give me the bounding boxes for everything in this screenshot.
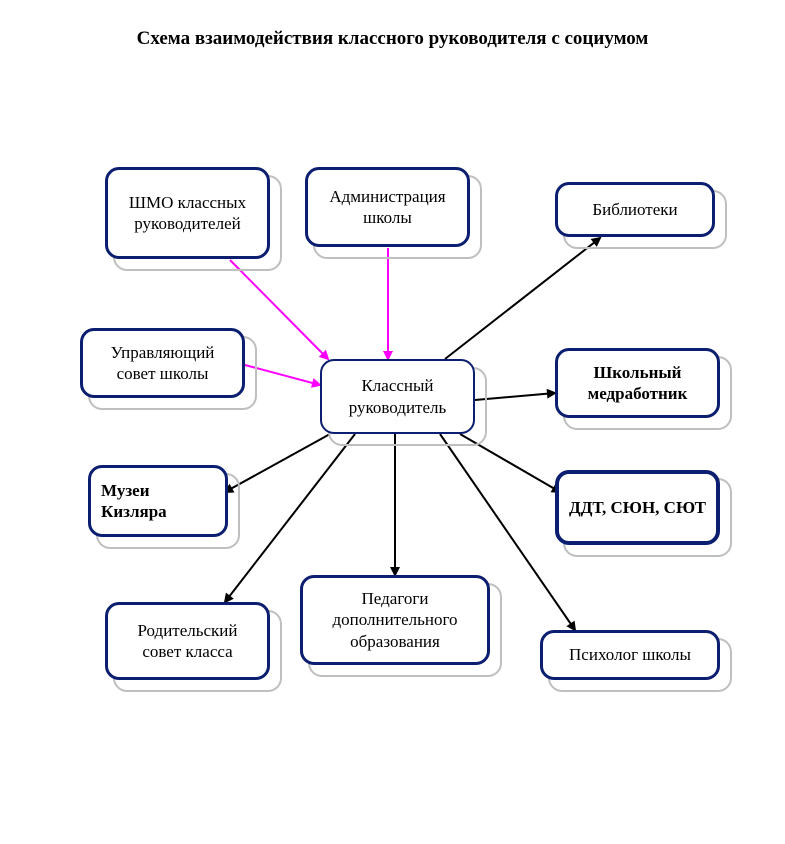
arrow-center-to-med	[475, 393, 555, 400]
node-admin: Администрация школы	[305, 167, 478, 255]
node-box: Психолог школы	[540, 630, 720, 680]
node-box: Управляющий совет школы	[80, 328, 245, 398]
diagram-title: Схема взаимодействия классного руководит…	[0, 28, 785, 50]
node-box: Классный руководитель	[320, 359, 475, 434]
node-box: Музеи Кизляра	[88, 465, 228, 537]
node-center: Классный руководитель	[320, 359, 483, 442]
node-box: Библиотеки	[555, 182, 715, 237]
node-council: Управляющий совет школы	[80, 328, 253, 406]
node-box: Родительский совет класса	[105, 602, 270, 680]
node-shmo: ШМО классных руководителей	[105, 167, 278, 267]
node-museums: Музеи Кизляра	[88, 465, 236, 545]
node-psych: Психолог школы	[540, 630, 728, 688]
node-box: Школьный медработник	[555, 348, 720, 418]
node-box: ШМО классных руководителей	[105, 167, 270, 259]
diagram-canvas: Схема взаимодействия классного руководит…	[0, 0, 785, 844]
node-box: ДДТ, СЮН, СЮТ	[555, 470, 720, 545]
node-box: Администрация школы	[305, 167, 470, 247]
arrow-center-to-museums	[225, 434, 330, 492]
node-library: Библиотеки	[555, 182, 723, 245]
node-box: Педагоги дополнительного образования	[300, 575, 490, 665]
node-ddt: ДДТ, СЮН, СЮТ	[555, 470, 728, 553]
node-pedagogi: Педагоги дополнительного образования	[300, 575, 498, 673]
node-med: Школьный медработник	[555, 348, 728, 426]
node-parent: Родительский совет класса	[105, 602, 278, 688]
